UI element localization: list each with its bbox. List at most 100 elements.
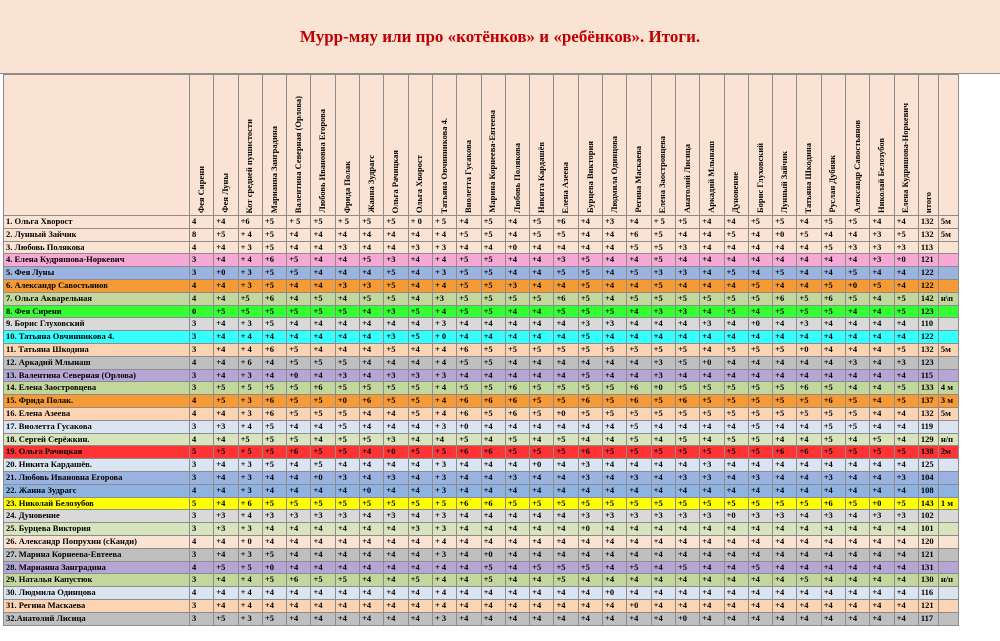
place-cell	[937, 368, 959, 383]
score-cell: +5	[334, 406, 361, 421]
column-header-label: Валентина Северная (Орлова)	[292, 95, 303, 213]
score-cell: +4	[772, 432, 798, 447]
score-cell: +4	[213, 240, 239, 255]
score-cell: +4	[869, 560, 895, 575]
table-row: 23. Николай Белозубов 5 +4 + 6 +5 +5 +5 +5 +5 +5 +…	[3, 496, 959, 511]
score-cell: +4	[359, 330, 385, 344]
score-cell: +4	[577, 547, 604, 562]
score-cell: +4	[796, 253, 822, 268]
score-cell: +5	[602, 304, 628, 319]
score-cell: 3	[188, 342, 215, 357]
total-cell: 121	[917, 598, 939, 613]
score-cell: +4	[650, 522, 676, 536]
score-cell: +5	[261, 445, 288, 460]
score-cell: +4	[674, 368, 701, 383]
score-cell: +5	[577, 291, 604, 306]
score-cell: +6	[553, 215, 579, 229]
score-cell: +3	[650, 355, 676, 370]
score-cell: +0	[869, 496, 895, 511]
score-cell: +5	[286, 406, 312, 421]
score-cell: +4	[796, 598, 822, 613]
score-cell: +4	[529, 253, 555, 268]
score-cell: +3	[577, 509, 604, 524]
score-cell: +4	[602, 355, 628, 370]
score-cell: +3	[383, 330, 409, 344]
score-cell: + 3	[431, 240, 458, 255]
score-cell: +3	[626, 470, 652, 485]
score-cell: +6	[553, 291, 579, 306]
score-cell: +5	[359, 215, 385, 229]
score-cell: +4	[553, 547, 579, 562]
score-cell: + 3	[237, 317, 263, 332]
score-cell: +4	[504, 368, 531, 383]
score-cell: +5	[893, 342, 919, 357]
participant-name: 26. Александр Попрухин (сКанди)	[3, 534, 190, 549]
table-row: 31. Регина Маскаева 3 +4 + 4 +4 +4 +4 +4 +4 +4 +4 +…	[3, 598, 959, 613]
score-cell: +4	[261, 470, 288, 485]
score-cell: +3	[602, 215, 628, 229]
score-cell: +5	[747, 342, 774, 357]
total-cell: 117	[917, 611, 939, 626]
table-row: 3. Любовь Полякова 4 +4 + 3 +5 +4 +4 +3 +4 +4 +3 + …	[3, 240, 959, 255]
score-cell: + 4	[431, 560, 458, 575]
header-row: Фея Сирени Фея Луны Кот средней пушистости…	[3, 74, 959, 216]
score-cell: +4	[480, 330, 506, 344]
score-cell: +3	[650, 509, 676, 524]
score-cell: +4	[334, 342, 361, 357]
score-cell: +5	[529, 445, 555, 460]
score-cell: +5	[747, 419, 774, 434]
score-cell: +4	[213, 534, 239, 549]
score-cell: +3	[213, 509, 239, 524]
score-cell: +5	[772, 266, 798, 280]
score-cell: +4	[359, 522, 385, 536]
score-cell: +5	[359, 253, 385, 268]
score-cell: +5	[723, 496, 749, 511]
score-cell: +5	[213, 560, 239, 575]
score-cell: +4	[456, 330, 482, 344]
score-cell: +4	[310, 598, 336, 613]
score-cell: +4	[747, 573, 774, 588]
score-cell: +4	[723, 611, 749, 626]
score-cell: +4	[747, 534, 774, 549]
participant-name: 7. Ольга Акварельная	[3, 291, 190, 306]
score-cell: +0	[456, 419, 482, 434]
score-cell: +6	[286, 445, 312, 460]
score-cell: +4	[626, 330, 652, 344]
score-cell: +4	[699, 215, 725, 229]
score-cell: 4	[188, 534, 215, 549]
score-cell: +4	[893, 586, 919, 600]
score-cell: +4	[456, 611, 482, 626]
column-header-label: Фея Луны	[220, 173, 231, 213]
score-cell: +4	[820, 253, 847, 268]
score-cell: +3	[674, 509, 701, 524]
score-cell: +5	[456, 381, 482, 396]
score-cell: +4	[772, 483, 798, 498]
score-cell: +4	[359, 368, 385, 383]
score-cell: 4	[188, 560, 215, 575]
score-cell: +4	[796, 611, 822, 626]
score-cell: +4	[359, 598, 385, 613]
score-cell: +4	[602, 598, 628, 613]
score-cell: +5	[261, 432, 288, 447]
score-cell: +4	[845, 227, 871, 242]
table-row: 4. Елена Кудряшова-Норкевич 3 +4 + 4 +6 +5 +4 +…	[3, 253, 959, 268]
score-cell: +4	[602, 534, 628, 549]
score-cell: +5	[650, 406, 676, 421]
column-header-label: итого	[922, 191, 933, 213]
score-cell: +4	[674, 253, 701, 268]
score-cell: +4	[747, 266, 774, 280]
score-cell: +4	[334, 458, 361, 472]
score-cell: +4	[820, 368, 847, 383]
score-cell: +5	[699, 406, 725, 421]
score-cell: +5	[723, 445, 749, 460]
table-row: 13. Валентина Северная (Орлова) 3 +4 + 3 +4 +…	[3, 368, 959, 383]
total-cell: 120	[917, 534, 939, 549]
score-cell: +4	[480, 483, 506, 498]
score-cell: +3	[845, 355, 871, 370]
score-cell: +4	[310, 534, 336, 549]
column-header-label: Дуновение	[730, 172, 741, 213]
score-cell: +4	[820, 342, 847, 357]
place-cell: 4 м	[937, 381, 959, 396]
place-cell	[937, 598, 959, 613]
score-cell: + 4	[431, 406, 458, 421]
